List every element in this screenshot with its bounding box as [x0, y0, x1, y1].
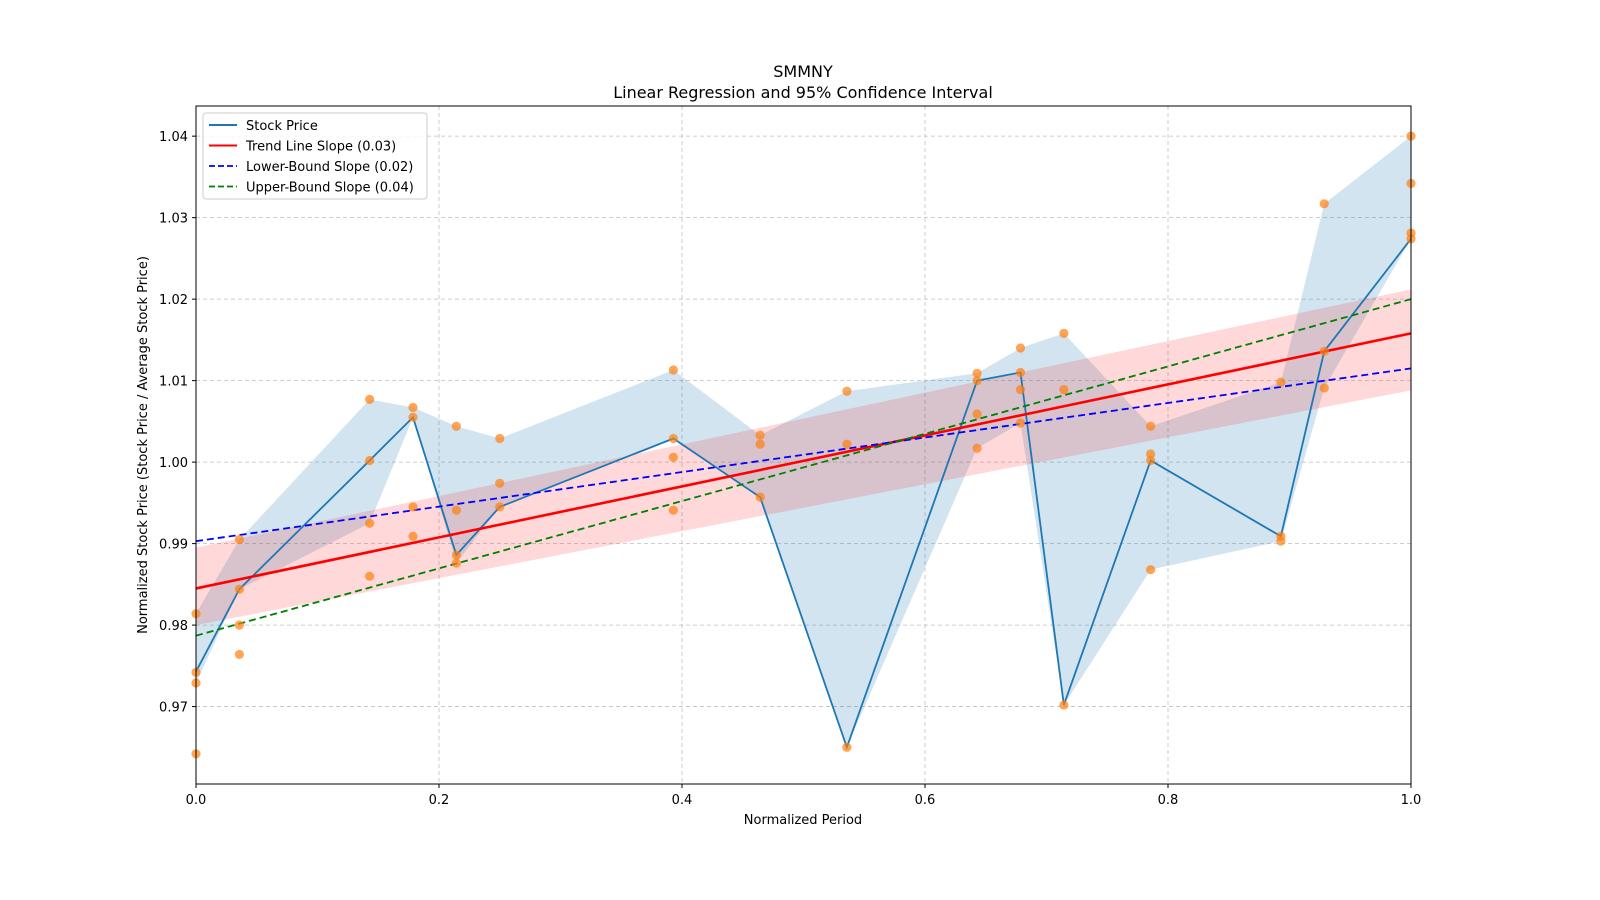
- scatter-point: [668, 452, 678, 462]
- x-tick-label: 0.2: [429, 793, 450, 808]
- y-tick-label: 0.98: [159, 619, 188, 634]
- scatter-point: [408, 412, 418, 422]
- y-tick-label: 1.03: [159, 212, 188, 227]
- scatter-point: [1059, 328, 1069, 338]
- scatter-point: [451, 421, 461, 431]
- scatter-point: [365, 571, 375, 581]
- scatter-point: [1015, 367, 1026, 378]
- scatter-point: [495, 433, 505, 444]
- legend-label: Trend Line Slope (0.03): [245, 140, 396, 155]
- scatter-point: [234, 584, 244, 594]
- y-tick-label: 0.99: [159, 538, 188, 553]
- scatter-point: [234, 649, 244, 660]
- scatter-point: [972, 443, 982, 453]
- legend: Stock Price Trend Line Slope (0.03) Lower-…: [202, 112, 428, 200]
- legend-label: Lower-Bound Slope (0.02): [246, 160, 413, 175]
- scatter-point: [1146, 449, 1156, 459]
- scatter-points: [191, 131, 1416, 759]
- bands: [196, 136, 1411, 748]
- plot-frame: [195, 105, 1412, 785]
- scatter-point: [408, 402, 418, 413]
- chart-subtitle: Linear Regression and 95% Confidence Int…: [613, 83, 993, 102]
- x-axis-ticks: 0.0 0.2 0.4 0.6 0.8 1.0: [186, 784, 1422, 808]
- scatter-point: [1015, 384, 1026, 395]
- x-tick-label: 1.0: [1401, 793, 1422, 808]
- scatter-point: [668, 365, 678, 375]
- scatter-point: [668, 433, 678, 444]
- scatter-point: [234, 620, 244, 630]
- legend-label: Stock Price: [246, 119, 318, 134]
- scatter-point: [1319, 383, 1329, 393]
- scatter-point: [451, 505, 461, 515]
- scatter-point: [972, 376, 982, 386]
- x-tick-label: 0.6: [915, 793, 936, 808]
- scatter-point: [408, 531, 418, 541]
- y-tick-label: 1.02: [159, 293, 188, 308]
- scatter-point: [668, 505, 678, 515]
- y-tick-label: 1.00: [159, 456, 188, 471]
- scatter-point: [972, 409, 982, 419]
- stock-price-line: [195, 238, 1412, 751]
- y-axis-label: Normalized Stock Price (Stock Price / Av…: [136, 256, 151, 634]
- chart-title: SMMNY: [773, 62, 833, 81]
- y-tick-label: 1.04: [159, 130, 188, 145]
- scatter-point: [1146, 455, 1156, 466]
- trend-line-slope-0-03-line: [195, 332, 1412, 590]
- lines: [195, 238, 1412, 751]
- legend-label: Upper-Bound Slope (0.04): [246, 181, 414, 196]
- scatter-point: [495, 502, 505, 512]
- y-tick-label: 0.97: [159, 701, 188, 716]
- scatter-point: [451, 558, 461, 568]
- x-tick-label: 0.0: [186, 793, 207, 808]
- scatter-point: [495, 478, 505, 488]
- scatter-point: [408, 502, 418, 512]
- trend-confidence-band: [196, 289, 1411, 626]
- scatter-point: [972, 368, 982, 378]
- scatter-point: [1059, 700, 1069, 710]
- scatter-point: [842, 386, 852, 396]
- y-axis-ticks: 0.97 0.98 0.99 1.00 1.01 1.02 1.03 1.04: [159, 130, 196, 716]
- scatter-point: [365, 518, 375, 528]
- scatter-point: [234, 534, 244, 545]
- price-range-band: [196, 136, 1411, 748]
- upper-bound-slope-0-04-line: [195, 298, 1412, 637]
- legend-box: [202, 112, 428, 200]
- scatter-point: [365, 394, 375, 404]
- x-tick-label: 0.4: [672, 793, 693, 808]
- scatter-point: [1146, 421, 1156, 431]
- scatter-point: [755, 439, 765, 449]
- scatter-point: [1276, 536, 1286, 546]
- scatter-point: [365, 455, 375, 466]
- lower-bound-slope-0-02-line: [195, 367, 1412, 543]
- scatter-point: [755, 492, 765, 502]
- scatter-point: [842, 742, 852, 752]
- scatter-point: [1319, 346, 1329, 356]
- scatter-point: [842, 439, 852, 449]
- y-tick-label: 1.01: [159, 375, 188, 390]
- x-axis-label: Normalized Period: [744, 813, 862, 828]
- scatter-point: [1015, 418, 1026, 428]
- scatter-point: [451, 550, 461, 560]
- scatter-point: [1319, 199, 1329, 209]
- scatter-point: [1146, 565, 1156, 575]
- scatter-point: [1276, 377, 1286, 387]
- x-tick-label: 0.8: [1158, 793, 1179, 808]
- scatter-point: [755, 430, 765, 440]
- scatter-point: [1015, 343, 1026, 353]
- scatter-point: [1059, 384, 1069, 395]
